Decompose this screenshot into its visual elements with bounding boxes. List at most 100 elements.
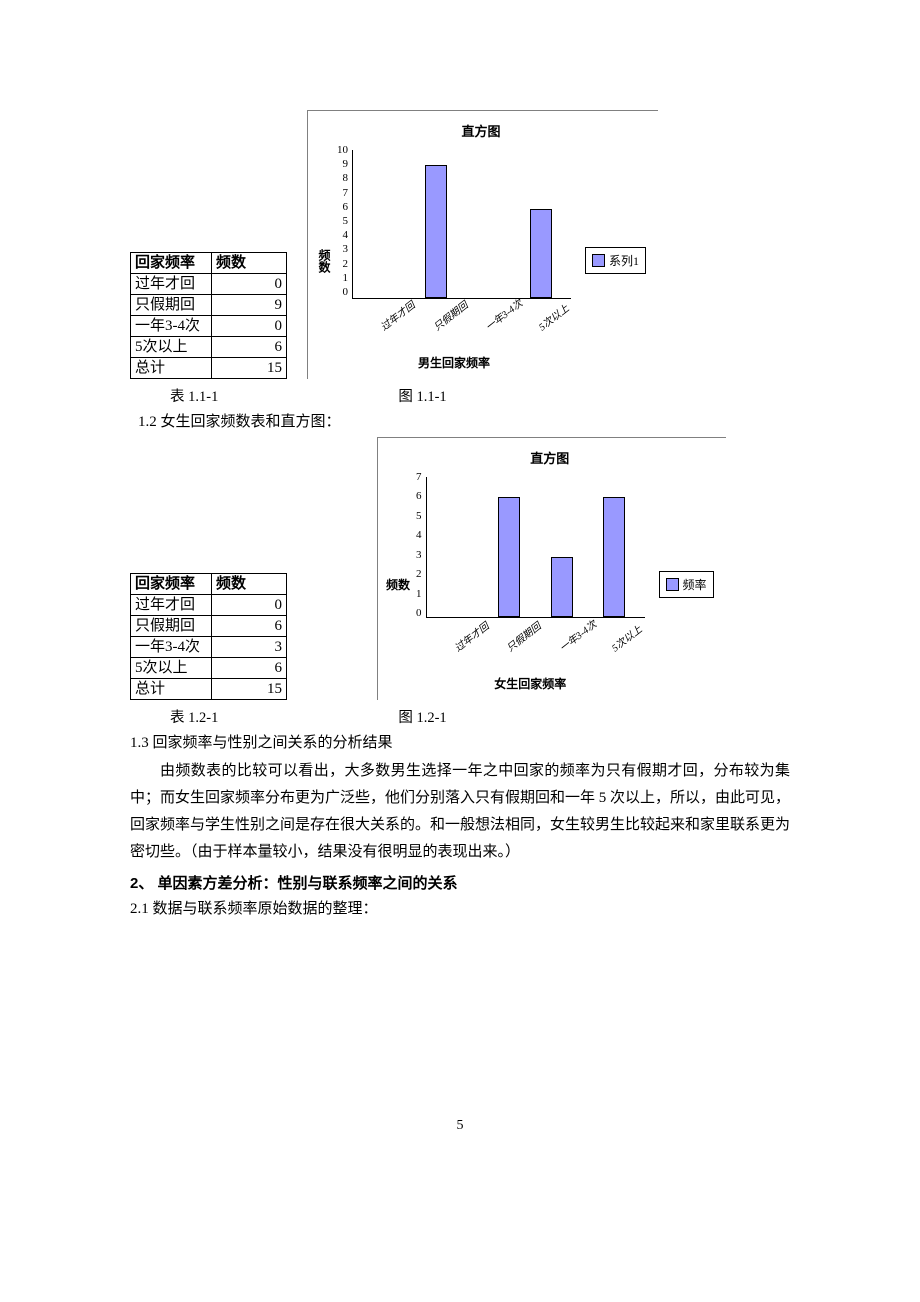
t2-r3-label: 5次以上 [131,658,212,679]
y-tick: 10 [337,144,348,156]
chart2-legend-label: 频率 [683,576,707,593]
t1-r2-label: 一年3-4次 [131,316,212,337]
table-1-1-block: 回家频率 频数 过年才回0 只假期回9 一年3-4次0 5次以上6 总计15 [130,252,287,379]
t2-r0-label: 过年才回 [131,595,212,616]
y-tick: 4 [416,529,422,541]
chart1-body: 频数 109876543210 过年才回只假期回一年3-4次5次以上 男生回家频… [316,150,646,371]
paragraph-1: 由频数表的比较可以看出，大多数男生选择一年之中回家的频率为只有假期才回，分布较为… [130,758,790,866]
bar [425,165,447,298]
t1-r2-val: 0 [212,316,287,337]
section-1-2: 回家频率 频数 过年才回0 只假期回6 一年3-4次3 5次以上6 总计15 直… [130,437,790,700]
chart1-plotcol: 109876543210 过年才回只假期回一年3-4次5次以上 男生回家频率 [337,150,571,371]
page-number: 5 [130,1118,790,1134]
y-tick: 2 [416,568,422,580]
chart2-legend: 频率 [659,571,714,598]
chart1-left: 频数 109876543210 过年才回只假期回一年3-4次5次以上 男生回家频… [316,150,571,371]
page-root: 回家频率 频数 过年才回0 只假期回9 一年3-4次0 5次以上6 总计15 直… [0,0,920,1194]
chart2-body: 频数 76543210 过年才回只假期回一年3-4次5次以上 女生回家频率 频率 [386,477,714,692]
t2-header-val: 频数 [212,574,287,595]
table-1-2-block: 回家频率 频数 过年才回0 只假期回6 一年3-4次3 5次以上6 总计15 [130,573,287,700]
chart2-legend-swatch [666,578,679,591]
table-1-1: 回家频率 频数 过年才回0 只假期回9 一年3-4次0 5次以上6 总计15 [130,252,287,379]
chart2-left: 频数 76543210 过年才回只假期回一年3-4次5次以上 女生回家频率 [386,477,645,692]
chart2-ylabel: 频数 [386,576,410,593]
caption-row-1: 表 1.1-1 图 1.1-1 [130,385,790,406]
x-tick: 过年才回 [450,629,494,677]
t1-r0-label: 过年才回 [131,274,212,295]
chart-1-1: 直方图 频数 109876543210 过年才回只假期回一年3-4次5次以上 男… [307,110,658,379]
caption-2-left: 表 1.2-1 [170,706,218,727]
y-tick: 1 [416,588,422,600]
t2-r0-val: 0 [212,595,287,616]
bar [603,497,625,617]
t2-r4-label: 总计 [131,679,212,700]
heading-2: 2、 单因素方差分析：性别与联系频率之间的关系 [130,872,790,893]
table-1-2: 回家频率 频数 过年才回0 只假期回6 一年3-4次3 5次以上6 总计15 [130,573,287,700]
x-tick: 5次以上 [534,308,578,356]
y-tick: 5 [343,215,349,227]
t2-r3-val: 6 [212,658,287,679]
y-tick: 0 [343,286,349,298]
x-tick: 过年才回 [377,308,421,356]
chart1-ylabel: 频数 [316,249,333,273]
y-tick: 1 [343,272,349,284]
chart1-plot-area [352,150,571,299]
t1-r1-label: 只假期回 [131,295,212,316]
t1-r1-val: 9 [212,295,287,316]
chart1-title: 直方图 [316,121,646,140]
x-tick: 一年3-4次 [555,629,599,677]
x-tick: 只假期回 [429,308,473,356]
y-tick: 3 [343,243,349,255]
t1-header-label: 回家频率 [131,253,212,274]
t1-r0-val: 0 [212,274,287,295]
chart2-plotrow: 76543210 [416,477,645,625]
chart2-plot-area [426,477,645,618]
y-tick: 0 [416,607,422,619]
t1-r4-val: 15 [212,358,287,379]
t2-r2-val: 3 [212,637,287,658]
t2-r1-label: 只假期回 [131,616,212,637]
chart1-xlabel: 男生回家频率 [337,354,571,371]
heading-2-1: 2.1 数据与联系频率原始数据的整理： [130,897,790,918]
chart1-legend-label: 系列1 [609,252,639,269]
bar [498,497,520,617]
x-tick: 5次以上 [608,629,652,677]
chart1-legend-swatch [592,254,605,267]
y-tick: 2 [343,258,349,270]
heading-1-2: 1.2 女生回家频数表和直方图： [138,410,790,431]
caption-1-left: 表 1.1-1 [170,385,218,406]
chart1-xticks: 过年才回只假期回一年3-4次5次以上 [353,304,571,352]
y-tick: 5 [416,510,422,522]
chart2-xticks: 过年才回只假期回一年3-4次5次以上 [427,625,645,673]
section-1-1: 回家频率 频数 过年才回0 只假期回9 一年3-4次0 5次以上6 总计15 直… [130,110,790,379]
chart2-xlabel: 女生回家频率 [416,675,645,692]
y-tick: 3 [416,549,422,561]
x-tick: 一年3-4次 [482,308,526,356]
y-tick: 6 [343,201,349,213]
t2-r2-label: 一年3-4次 [131,637,212,658]
chart2-title: 直方图 [386,448,714,467]
chart-1-2: 直方图 频数 7 6 5 4 3 2 1 0 过年才回只假期回一年3-4次5次以上 女生回家频… [377,437,726,700]
t1-r3-val: 6 [212,337,287,358]
t1-header-val: 频数 [212,253,287,274]
chart1-yticks: 109876543210 [337,144,352,298]
chart2-plotcol: 76543210 过年才回只假期回一年3-4次5次以上 女生回家频率 [416,477,645,692]
x-tick: 只假期回 [503,629,547,677]
chart2-yticks: 7 6 5 4 3 2 1 0 [416,471,426,619]
caption-2-right: 图 1.2-1 [398,706,446,727]
t1-r3-label: 5次以上 [131,337,212,358]
y-tick: 6 [416,490,422,502]
y-tick: 8 [343,172,349,184]
chart1-legend: 系列1 [585,247,646,274]
t1-r4-label: 总计 [131,358,212,379]
y-tick: 4 [343,229,349,241]
chart1-plotrow: 109876543210 [337,150,571,304]
caption-row-2: 表 1.2-1 图 1.2-1 [130,706,790,727]
caption-1-right: 图 1.1-1 [398,385,446,406]
t2-header-label: 回家频率 [131,574,212,595]
y-tick: 7 [343,187,349,199]
t2-r4-val: 15 [212,679,287,700]
y-tick: 7 [416,471,422,483]
heading-1-3: 1.3 回家频率与性别之间关系的分析结果 [130,731,790,752]
y-tick: 9 [343,158,349,170]
